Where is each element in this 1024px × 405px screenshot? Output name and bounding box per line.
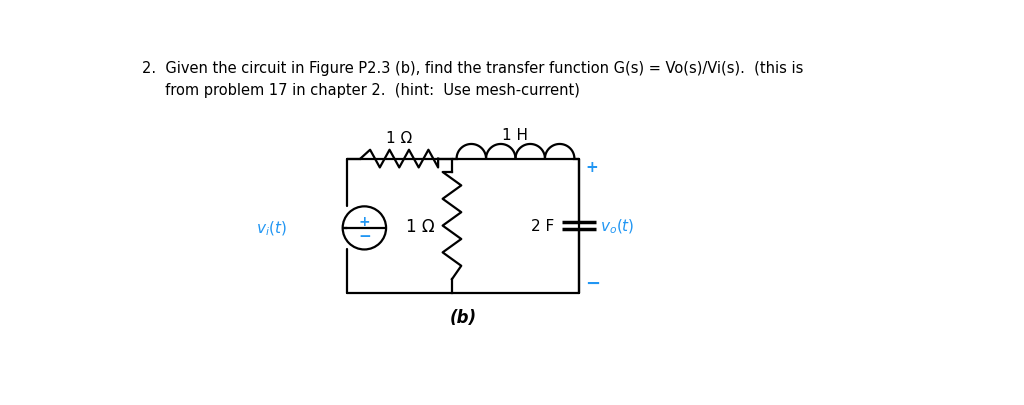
Text: $v_i(t)$: $v_i(t)$ [256,219,287,237]
Text: 1 Ω: 1 Ω [386,130,413,145]
Text: (b): (b) [450,308,476,326]
Text: 2.  Given the circuit in Figure P2.3 (b), find the transfer function G(s) = Vo(s: 2. Given the circuit in Figure P2.3 (b),… [142,61,803,76]
Text: +: + [358,214,371,228]
Text: 1 H: 1 H [503,127,528,142]
Text: from problem 17 in chapter 2.  (hint:  Use mesh-current): from problem 17 in chapter 2. (hint: Use… [142,82,580,97]
Text: 2 F: 2 F [531,219,554,234]
Text: −: − [586,274,600,292]
Text: 1 Ω: 1 Ω [407,217,435,235]
Text: +: + [586,160,598,175]
Text: −: − [358,228,371,243]
Text: $v_o(t)$: $v_o(t)$ [600,217,635,235]
